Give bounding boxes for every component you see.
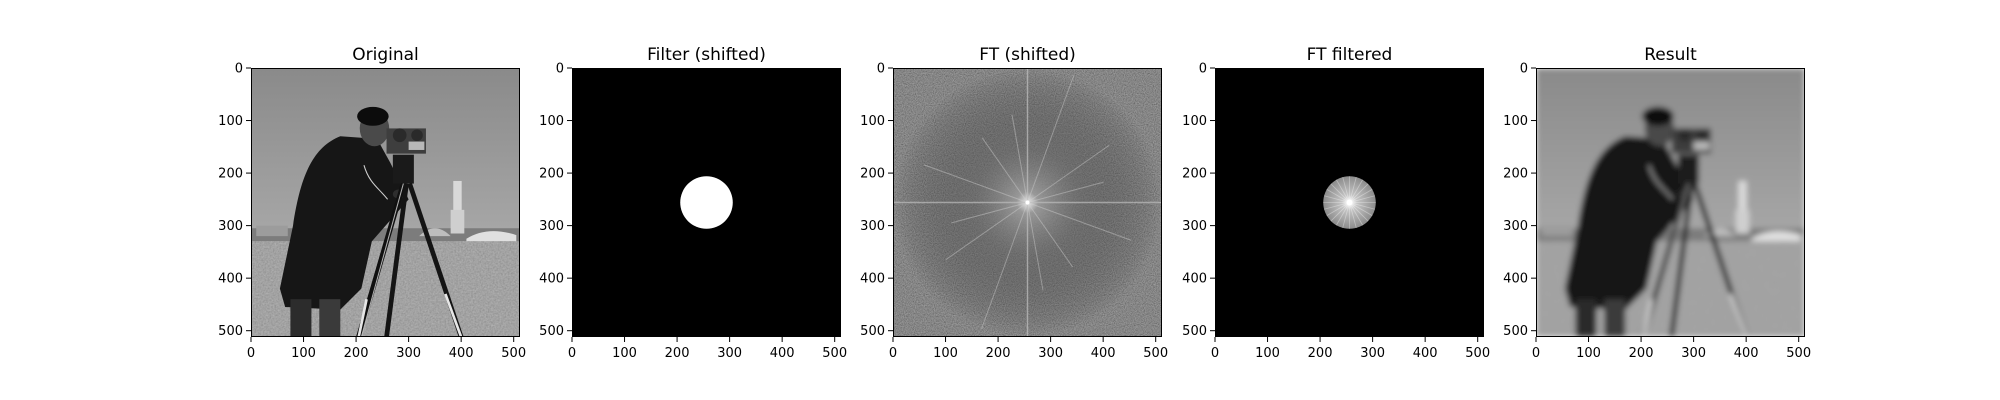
photo-image xyxy=(1536,68,1805,337)
y-tick-label: 100 xyxy=(1182,114,1207,129)
y-tick-label: 300 xyxy=(1182,219,1207,234)
axes-frame xyxy=(1215,68,1484,337)
y-tick-label: 300 xyxy=(539,219,564,234)
y-tick-label: 400 xyxy=(218,272,243,287)
x-tick-label: 100 xyxy=(291,346,316,361)
x-tick-label: 400 xyxy=(449,346,474,361)
x-tick-label: 200 xyxy=(1629,346,1654,361)
x-tick-label: 300 xyxy=(1360,346,1385,361)
x-tick-label: 100 xyxy=(1255,346,1280,361)
image-area xyxy=(893,68,1162,337)
x-tick-label: 400 xyxy=(1734,346,1759,361)
x-tick-label: 300 xyxy=(1681,346,1706,361)
panel-5: Result 0 100 200 300 400 500 0 100 200 300 400 500 xyxy=(1503,45,1811,361)
x-tick-label: 0 xyxy=(247,346,255,361)
y-tick-label: 500 xyxy=(218,324,243,339)
x-tick-label: 100 xyxy=(933,346,958,361)
y-tick-label: 500 xyxy=(539,324,564,339)
x-tick-label: 500 xyxy=(1143,346,1168,361)
panel-title: Result xyxy=(1644,45,1697,65)
panel-2: Filter (shifted) 0 100 200 300 400 500 0 100 200 3… xyxy=(539,45,847,361)
x-tick-label: 0 xyxy=(889,346,897,361)
x-tick-label: 0 xyxy=(1211,346,1219,361)
x-tick-label: 400 xyxy=(1413,346,1438,361)
y-tick-label: 200 xyxy=(539,167,564,182)
panel-3: FT (shifted) 0 100 200 300 400 500 0 100 200 300 40… xyxy=(860,45,1168,361)
panel-1: Original 0 100 200 300 400 500 0 100 200 300 400 500 xyxy=(218,45,526,361)
x-tick-label: 300 xyxy=(396,346,421,361)
y-tick-label: 400 xyxy=(1503,272,1528,287)
y-tick-label: 500 xyxy=(1182,324,1207,339)
panel-title: FT filtered xyxy=(1307,45,1393,65)
y-tick-label: 300 xyxy=(218,219,243,234)
y-tick-label: 400 xyxy=(1182,272,1207,287)
x-tick-label: 500 xyxy=(501,346,526,361)
panel-4: FT filtered 0 100 200 300 400 500 0 100 200 300 400… xyxy=(1182,45,1490,361)
x-tick-label: 200 xyxy=(665,346,690,361)
axes-frame xyxy=(893,68,1162,337)
y-tick-label: 200 xyxy=(1182,167,1207,182)
x-tick-label: 0 xyxy=(1532,346,1540,361)
y-tick-label: 400 xyxy=(860,272,885,287)
x-tick-label: 300 xyxy=(1038,346,1063,361)
y-tick-label: 400 xyxy=(539,272,564,287)
x-tick-label: 200 xyxy=(1308,346,1333,361)
x-tick-label: 100 xyxy=(612,346,637,361)
y-tick-label: 200 xyxy=(218,167,243,182)
axes-frame xyxy=(251,68,520,337)
mask-disk xyxy=(680,176,733,229)
x-tick-label: 100 xyxy=(1576,346,1601,361)
x-tick-label: 200 xyxy=(344,346,369,361)
y-tick-label: 500 xyxy=(1503,324,1528,339)
x-tick-label: 500 xyxy=(1786,346,1811,361)
y-tick-label: 300 xyxy=(1503,219,1528,234)
panel-title: Filter (shifted) xyxy=(647,45,766,65)
tower xyxy=(1738,180,1747,234)
axes-frame xyxy=(1536,68,1805,337)
x-tick-label: 400 xyxy=(770,346,795,361)
photo-image xyxy=(251,68,520,337)
y-tick-label: 0 xyxy=(1520,62,1528,77)
image-area xyxy=(251,68,520,337)
y-tick-label: 300 xyxy=(860,219,885,234)
y-tick-label: 100 xyxy=(539,114,564,129)
coat xyxy=(1564,136,1694,310)
tower xyxy=(453,180,462,234)
y-tick-label: 100 xyxy=(1503,114,1528,129)
x-tick-label: 500 xyxy=(1465,346,1490,361)
image-area xyxy=(1536,68,1805,337)
y-tick-label: 0 xyxy=(235,62,243,77)
dc-peak xyxy=(1346,199,1353,206)
y-tick-label: 0 xyxy=(1199,62,1207,77)
y-tick-label: 200 xyxy=(1503,167,1528,182)
image-area xyxy=(572,68,841,337)
y-tick-label: 500 xyxy=(860,324,885,339)
y-tick-label: 100 xyxy=(218,114,243,129)
y-tick-label: 200 xyxy=(860,167,885,182)
x-tick-label: 0 xyxy=(568,346,576,361)
coat xyxy=(279,136,409,310)
x-tick-label: 300 xyxy=(717,346,742,361)
y-tick-label: 100 xyxy=(860,114,885,129)
x-tick-label: 500 xyxy=(822,346,847,361)
panel-title: FT (shifted) xyxy=(979,45,1076,65)
axes-frame xyxy=(572,68,841,337)
image-area xyxy=(1215,68,1484,337)
y-tick-label: 0 xyxy=(556,62,564,77)
panel-title: Original xyxy=(352,45,419,65)
x-tick-label: 400 xyxy=(1091,346,1116,361)
spectrum-image xyxy=(893,68,1162,337)
y-tick-label: 0 xyxy=(877,62,885,77)
x-tick-label: 200 xyxy=(986,346,1011,361)
